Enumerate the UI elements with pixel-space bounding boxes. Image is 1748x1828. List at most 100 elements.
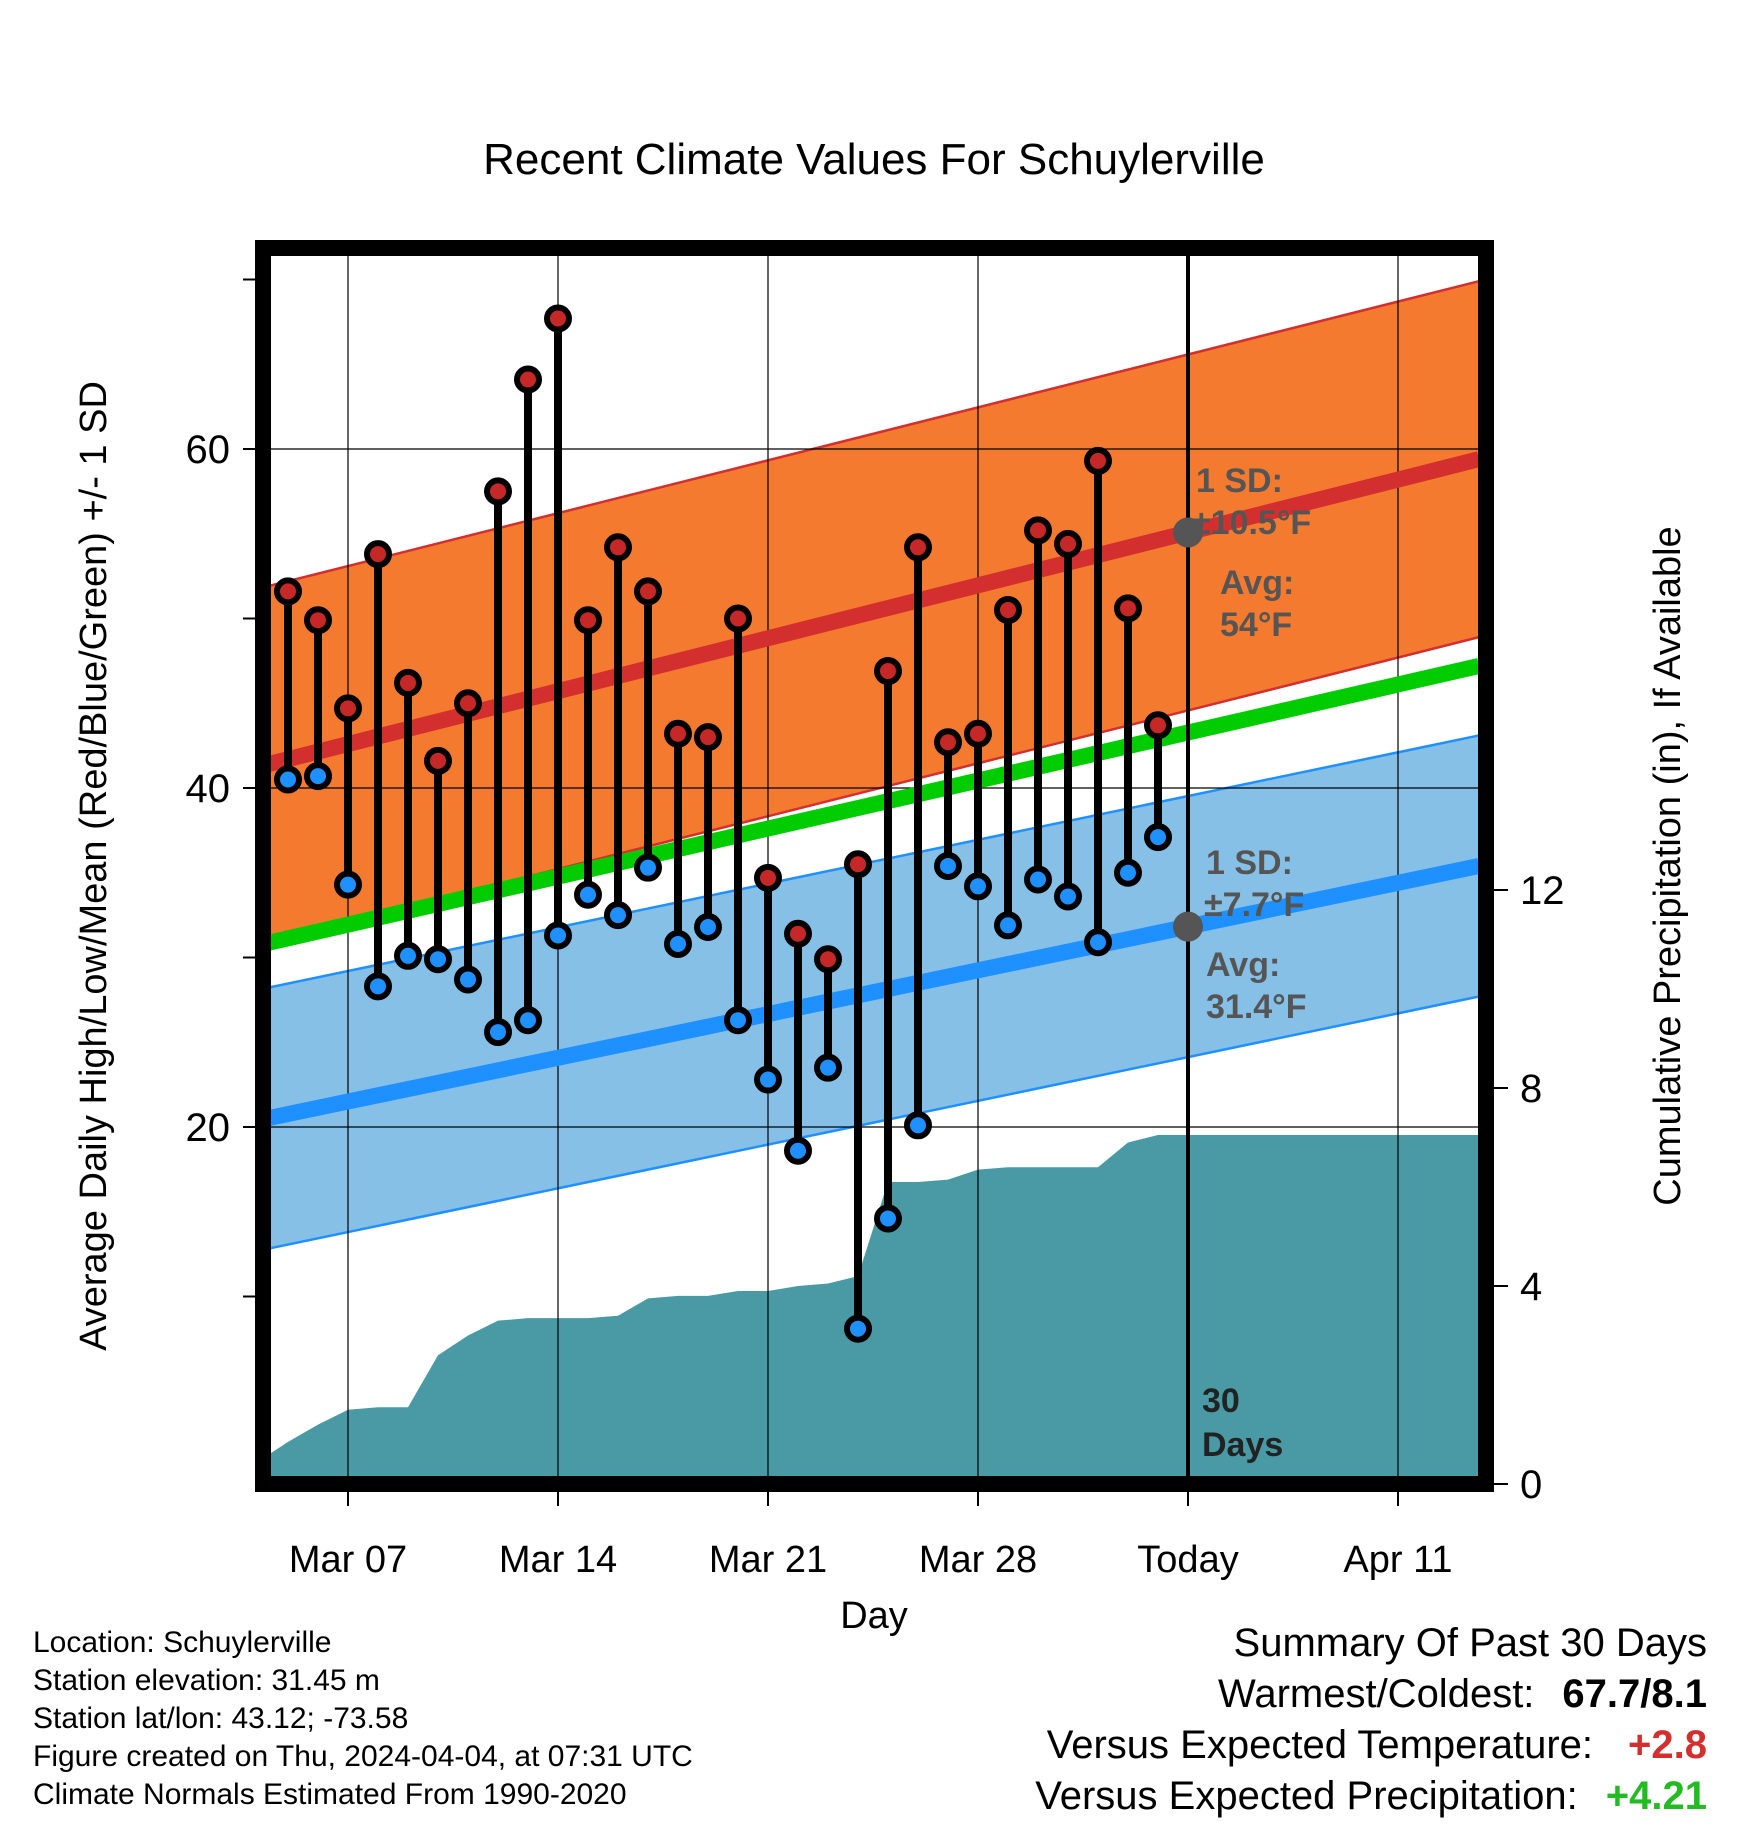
normal-high-line [263, 451, 1481, 774]
high-point [1084, 446, 1112, 475]
band-annotations: 1 SD: ±10.5°F Avg: 54°F 1 SD: ±7.7°F Avg: 31.4°… [1173, 462, 1311, 1026]
high-avg-label: Avg: [1220, 564, 1294, 602]
temp-anomaly-value: +2.8 [1628, 1723, 1707, 1767]
high-point [514, 365, 542, 394]
low-avg-value: 31.4°F [1206, 988, 1307, 1026]
high-point [574, 606, 602, 635]
low-point [604, 901, 632, 930]
high-point [364, 540, 392, 569]
low-point [394, 941, 422, 970]
low-avg-label: Avg: [1206, 946, 1280, 984]
y2-tick-label: 0 [1520, 1463, 1542, 1507]
high-point [424, 746, 452, 775]
high-point [994, 596, 1022, 625]
low-point [1024, 865, 1052, 894]
low-point [874, 1204, 902, 1233]
low-point [694, 912, 722, 941]
high-point [304, 606, 332, 635]
x-tick-label: Mar 28 [919, 1539, 1037, 1581]
x-tick-label: Mar 21 [709, 1539, 827, 1581]
y2-axis-label: Cumulative Precipitation (in), If Availa… [1647, 526, 1689, 1205]
y-tick-label: 60 [186, 428, 231, 472]
high-point [784, 919, 812, 948]
low-point [424, 945, 452, 974]
y2-tick-label: 4 [1520, 1265, 1542, 1309]
high-point [1054, 529, 1082, 558]
low-point [484, 1018, 512, 1047]
high-point [754, 863, 782, 892]
today-marker: 30 Days [1186, 248, 1283, 1484]
high-point [604, 533, 632, 562]
low-point [544, 921, 572, 950]
low-point [634, 853, 662, 882]
low-sd-label: 1 SD: [1206, 844, 1293, 882]
high-point [1144, 711, 1172, 740]
y2-tick-label: 12 [1520, 869, 1565, 913]
high-point [964, 719, 992, 748]
warmest-value: 67.7/8.1 [1562, 1672, 1707, 1716]
x-tick-label: Mar 07 [289, 1539, 407, 1581]
x-tick-label: Today [1137, 1539, 1238, 1581]
high-point [844, 850, 872, 879]
created-text: Figure created on Thu, 2024-04-04, at 07… [33, 1740, 693, 1773]
y-tick-label: 20 [186, 1106, 231, 1150]
low-point [784, 1136, 812, 1165]
low-point [334, 870, 362, 899]
low-point [814, 1053, 842, 1082]
low-point [904, 1111, 932, 1140]
low-point [1114, 858, 1142, 887]
precip-anomaly-value: +4.21 [1605, 1774, 1707, 1818]
low-point [754, 1065, 782, 1094]
high-point [544, 304, 572, 333]
low-point [274, 765, 302, 794]
low-point [364, 972, 392, 1001]
low-point [304, 762, 332, 791]
high-avg-today-dot [1173, 517, 1203, 548]
low-point [934, 851, 962, 880]
low-point [964, 872, 992, 901]
high-point [934, 728, 962, 757]
precip-anomaly-label: Versus Expected Precipitation: [1035, 1774, 1578, 1818]
high-point [694, 723, 722, 752]
plot-border [255, 240, 1494, 1492]
precipitation-area [263, 1135, 1479, 1484]
high-point [1114, 594, 1142, 623]
high-point [274, 577, 302, 606]
daily-range-stems [284, 318, 1162, 1329]
station-info: Location: Schuylerville Station elevatio… [33, 1624, 693, 1814]
high-point [454, 689, 482, 718]
summary-title: Summary Of Past 30 Days [1233, 1621, 1707, 1665]
high-point [334, 694, 362, 723]
high-point [814, 945, 842, 974]
low-point [514, 1006, 542, 1035]
high-point [394, 668, 422, 697]
high-point [1024, 516, 1052, 545]
low-sd-value: ±7.7°F [1204, 886, 1304, 924]
low-point [994, 911, 1022, 940]
precipitation-fill [263, 1135, 1479, 1484]
x-tick-label: Mar 14 [499, 1539, 617, 1581]
location-text: Location: Schuylerville [33, 1626, 332, 1659]
elevation-text: Station elevation: 31.45 m [33, 1664, 380, 1697]
low-point [724, 1006, 752, 1035]
plot-frame [255, 240, 1494, 1492]
normals-text: Climate Normals Estimated From 1990-2020 [33, 1778, 627, 1811]
low-point [574, 880, 602, 909]
high-point [904, 533, 932, 562]
high-point [664, 719, 692, 748]
y-axis-label: Average Daily High/Low/Mean (Red/Blue/Gr… [73, 381, 115, 1351]
high-sd-label: 1 SD: [1196, 462, 1283, 500]
low-point [664, 929, 692, 958]
y2-tick-label: 8 [1520, 1067, 1542, 1111]
high-sd-value: ±10.5°F [1192, 504, 1311, 542]
y-tick-label: 40 [186, 767, 231, 811]
high-band-upper-edge [263, 279, 1480, 589]
today-days-label: 30 Days [1202, 1382, 1283, 1464]
summary-panel: Summary Of Past 30 Days Warmest/Coldest:… [1035, 1618, 1707, 1822]
high-point [874, 657, 902, 686]
low-avg-today-dot [1173, 911, 1203, 942]
low-point [1084, 928, 1112, 957]
temp-anomaly-label: Versus Expected Temperature: [1046, 1723, 1593, 1767]
